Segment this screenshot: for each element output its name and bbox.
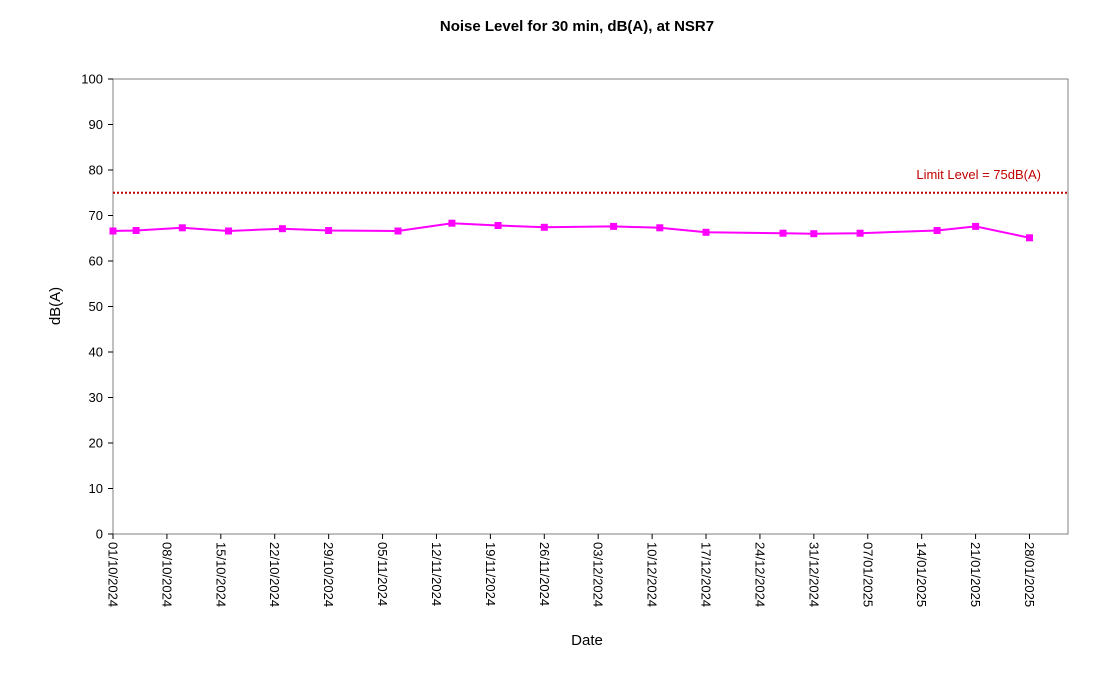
y-tick-label: 20 bbox=[89, 436, 103, 451]
x-tick-label: 21/01/2025 bbox=[968, 542, 983, 607]
y-tick-label: 10 bbox=[89, 481, 103, 496]
x-tick-label: 24/12/2024 bbox=[752, 542, 767, 607]
data-point-marker bbox=[702, 228, 710, 236]
x-tick-label: 12/11/2024 bbox=[429, 542, 444, 606]
x-tick-label: 31/12/2024 bbox=[806, 542, 821, 607]
x-tick-label: 28/01/2025 bbox=[1022, 542, 1037, 607]
data-point-marker bbox=[779, 229, 787, 237]
x-tick-label: 17/12/2024 bbox=[699, 542, 714, 607]
x-tick-label: 03/12/2024 bbox=[591, 542, 606, 607]
data-point-marker bbox=[540, 223, 548, 231]
data-point-marker bbox=[933, 227, 941, 234]
x-tick-label: 05/11/2024 bbox=[375, 542, 390, 606]
data-point-marker bbox=[972, 222, 980, 230]
plot-area bbox=[112, 78, 1069, 535]
data-point-marker bbox=[494, 222, 502, 229]
y-axis-label: dB(A) bbox=[47, 287, 64, 325]
x-tick-label: 19/11/2024 bbox=[483, 542, 498, 606]
x-tick-label: 14/01/2025 bbox=[914, 542, 929, 607]
data-point-marker bbox=[1026, 234, 1033, 242]
data-point-marker bbox=[810, 230, 818, 238]
data-point-marker bbox=[448, 219, 456, 227]
y-tick-label: 90 bbox=[89, 117, 103, 132]
data-point-marker bbox=[178, 224, 186, 232]
y-tick-label: 60 bbox=[89, 254, 103, 269]
x-tick-label: 07/01/2025 bbox=[860, 542, 875, 607]
x-axis-label: Date bbox=[571, 632, 603, 649]
x-tick-label: 10/12/2024 bbox=[645, 542, 660, 607]
data-point-marker bbox=[656, 224, 664, 232]
y-tick-label: 30 bbox=[89, 390, 103, 405]
x-tick-label: 15/10/2024 bbox=[213, 542, 228, 607]
y-tick-label: 100 bbox=[81, 72, 103, 87]
data-point-marker bbox=[856, 229, 864, 237]
x-tick-label: 26/11/2024 bbox=[537, 542, 552, 606]
x-tick-label: 01/10/2024 bbox=[106, 542, 121, 607]
limit-level-label: Limit Level = 75dB(A) bbox=[916, 167, 1041, 182]
x-tick-label: 29/10/2024 bbox=[321, 542, 336, 607]
data-point-marker bbox=[109, 227, 117, 235]
y-tick-label: 40 bbox=[89, 345, 103, 360]
y-tick-label: 0 bbox=[96, 527, 103, 542]
x-tick-label: 22/10/2024 bbox=[267, 542, 282, 607]
y-tick-label: 70 bbox=[89, 208, 103, 223]
data-point-marker bbox=[394, 227, 402, 235]
y-tick-label: 50 bbox=[89, 299, 103, 314]
y-tick-label: 80 bbox=[89, 163, 103, 178]
data-point-marker bbox=[278, 225, 286, 233]
chart-title: Noise Level for 30 min, dB(A), at NSR7 bbox=[440, 18, 714, 35]
data-point-marker bbox=[132, 227, 140, 234]
data-point-marker bbox=[610, 222, 618, 230]
x-tick-label: 08/10/2024 bbox=[159, 542, 174, 607]
data-point-marker bbox=[225, 227, 232, 235]
data-point-marker bbox=[325, 227, 333, 234]
